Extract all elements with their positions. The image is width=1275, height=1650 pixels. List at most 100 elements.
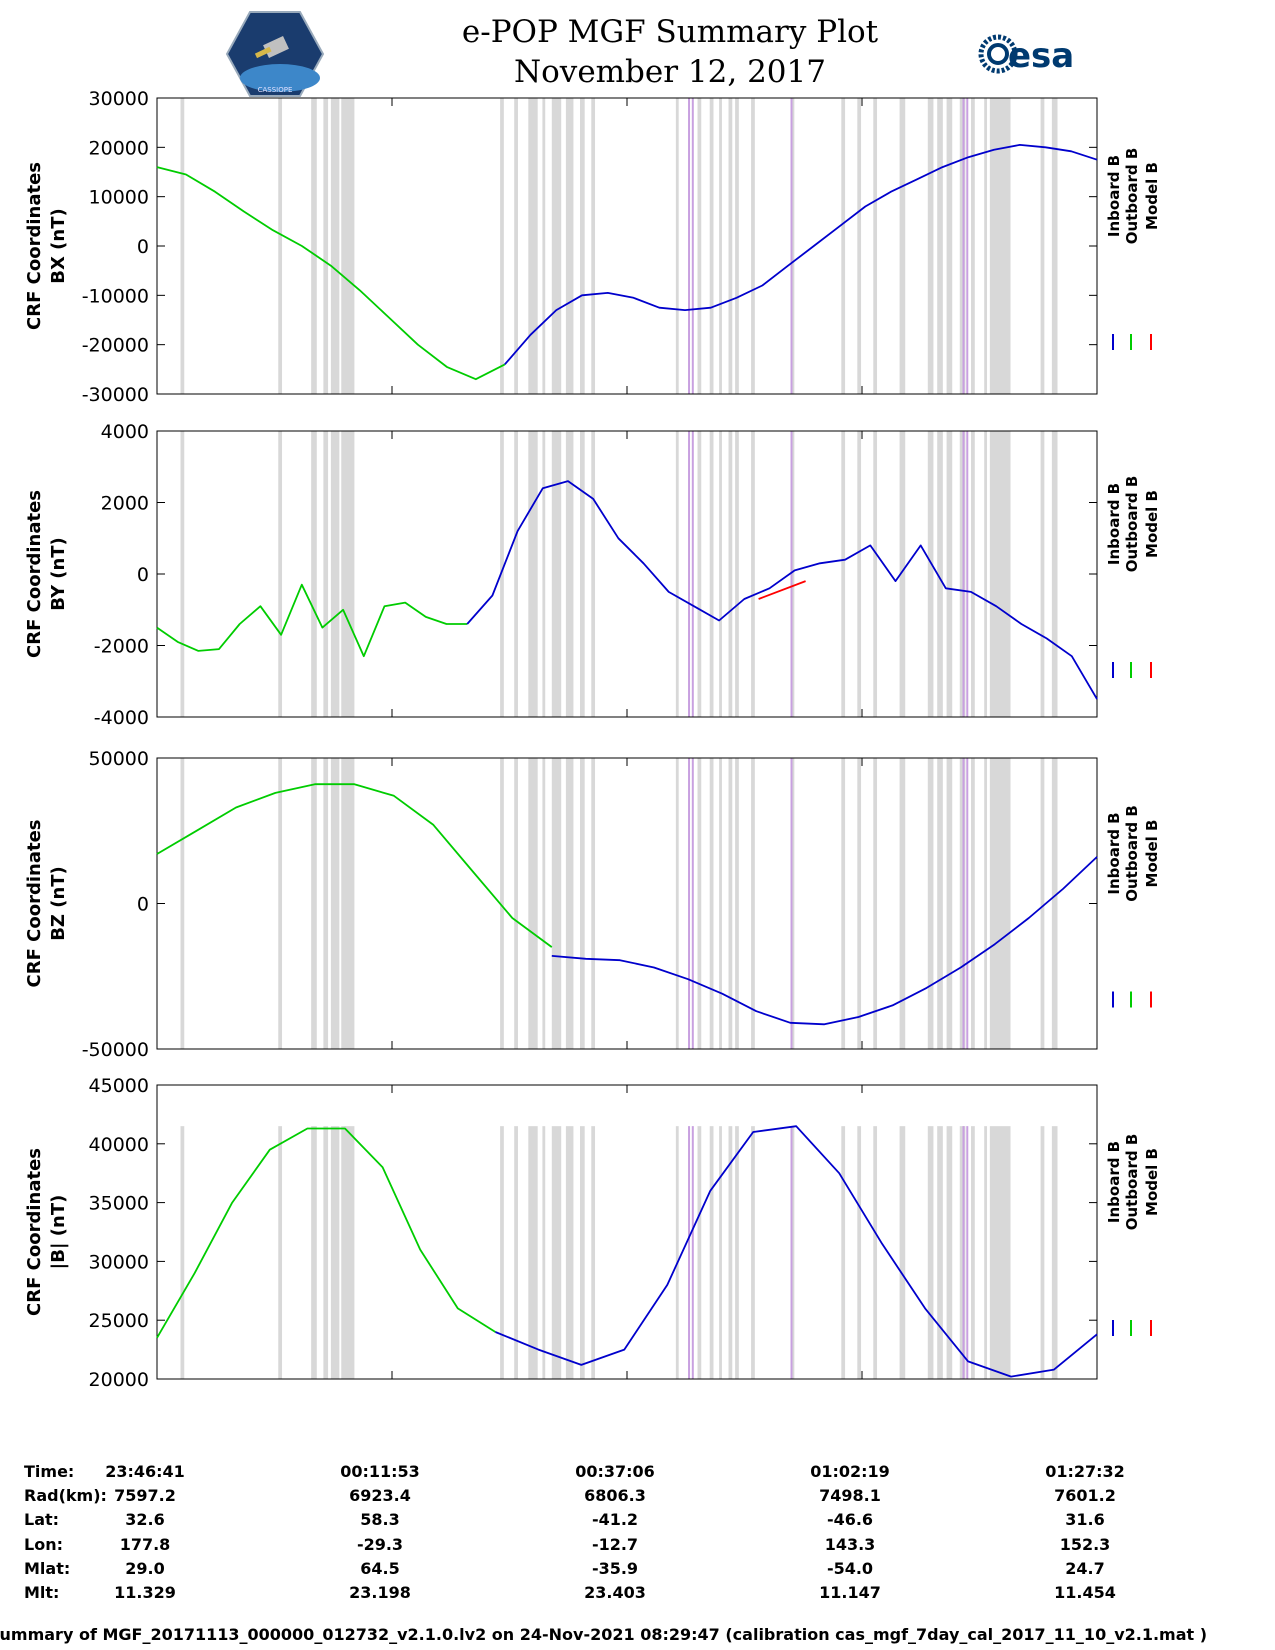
info-cell: 11.147	[819, 1583, 881, 1602]
data-gap-band	[697, 98, 702, 394]
data-gap-band	[937, 1126, 943, 1379]
info-cell: 152.3	[1059, 1534, 1111, 1554]
data-gap-band	[857, 1126, 862, 1379]
data-gap-band	[984, 1126, 988, 1379]
data-gap-band	[565, 431, 574, 717]
data-gap-band	[857, 758, 862, 1049]
y-tick-label: 2000	[101, 493, 149, 515]
data-gap-band	[697, 1126, 702, 1379]
data-gap-band	[697, 431, 702, 717]
y-tick-label: 20000	[89, 137, 149, 159]
data-gap-band	[542, 431, 546, 717]
plot-frame	[156, 97, 1098, 395]
data-gap-band	[311, 758, 317, 1049]
y-tick-label: -20000	[82, 335, 149, 357]
info-row-label: Lat:	[24, 1510, 60, 1530]
footer-caption: Summary of MGF_20171113_000000_012732_v2…	[0, 1625, 1208, 1644]
plot-frame	[156, 1084, 1098, 1380]
data-gap-band	[344, 431, 355, 717]
info-cell: 01:27:32	[1045, 1462, 1125, 1481]
info-cell: 00:37:06	[575, 1462, 655, 1481]
data-gap-band	[719, 98, 722, 394]
data-gap-band	[542, 1126, 546, 1379]
data-gap-band	[841, 758, 846, 1049]
legend-label: Inboard B	[1105, 812, 1123, 894]
legend-label: Inboard B	[1105, 1141, 1123, 1223]
data-gap-band	[709, 431, 714, 717]
data-gap-band	[542, 758, 546, 1049]
data-gap-band	[873, 1126, 878, 1379]
data-gap-band	[675, 431, 679, 717]
panel-1: 30000 20000 10000 0 -10000 -20000 -30000 CRF Co…	[24, 88, 1161, 406]
data-gap-band	[728, 758, 733, 1049]
info-cell: 6923.4	[349, 1486, 411, 1506]
data-gap-band	[989, 431, 1011, 717]
series-outboard-b	[156, 1127, 496, 1339]
info-cell: 23:46:41	[105, 1462, 185, 1481]
y-tick-label: 10000	[89, 187, 149, 209]
info-cell: -41.2	[591, 1510, 639, 1530]
data-gap-band	[514, 431, 518, 717]
data-gap-band	[551, 1126, 562, 1379]
legend-label: Outboard B	[1123, 805, 1141, 902]
data-gap-band	[857, 98, 862, 394]
legend-label: Outboard B	[1123, 148, 1141, 245]
y-tick-label: 50000	[89, 748, 149, 770]
info-row-lon: Lon: 177.8 -29.3 -12.7 143.3 152.3	[0, 1535, 1275, 1559]
data-gap-band	[180, 98, 185, 394]
data-gap-band	[841, 98, 846, 394]
data-gap-band	[857, 431, 862, 717]
info-cell: 7498.1	[819, 1486, 881, 1506]
data-gap-band	[927, 1126, 934, 1379]
data-gap-band	[323, 758, 329, 1049]
data-gap-band	[278, 98, 283, 394]
y-tick-label: 40000	[89, 1134, 149, 1156]
y-tick-label: 4000	[101, 421, 149, 443]
y-tick-label: 30000	[89, 88, 149, 110]
legend-label: Model B	[1143, 820, 1161, 888]
plot-frame	[156, 430, 1098, 718]
info-cell: 24.7	[1065, 1558, 1105, 1578]
data-gap-band	[873, 758, 878, 1049]
y-axis-label: CRF Coordinates |B| (nT)	[24, 1148, 69, 1316]
data-gap-band	[984, 98, 988, 394]
data-gap-band	[565, 98, 574, 394]
info-cell: 11.329	[114, 1583, 176, 1602]
data-gap-band	[580, 431, 585, 717]
data-gap-band	[580, 98, 585, 394]
data-gap-band	[675, 1126, 679, 1379]
data-gap-band	[899, 1126, 906, 1379]
data-gap-band	[180, 758, 185, 1049]
series-outboard-b	[156, 166, 506, 381]
series-outboard-b	[156, 583, 468, 658]
data-gap-band	[675, 758, 679, 1049]
data-gap-band	[591, 431, 596, 717]
data-gap-band	[278, 758, 283, 1049]
data-gap-band	[311, 431, 317, 717]
info-row-mlt: Mlt: 11.329 23.198 23.403 11.147 11.454	[0, 1583, 1275, 1607]
data-gap-band	[873, 431, 878, 717]
data-gap-band	[565, 1126, 574, 1379]
data-gap-band	[514, 1126, 518, 1379]
series-inboard-b	[504, 143, 1098, 365]
y-tick-label: -10000	[82, 285, 149, 307]
legend-label: Model B	[1143, 1148, 1161, 1216]
legend-label: Inboard B	[1105, 483, 1123, 565]
info-row-label: Time:	[24, 1462, 75, 1481]
data-gap-band	[1040, 98, 1045, 394]
chart-date: November 12, 2017	[514, 54, 826, 90]
data-gap-band	[514, 758, 518, 1049]
data-gap-band	[341, 758, 346, 1049]
data-gap-band	[330, 758, 340, 1049]
data-gap-band	[344, 98, 355, 394]
data-gap-band	[719, 1126, 722, 1379]
y-tick-label: 0	[137, 564, 149, 586]
info-row-label: Mlat:	[24, 1558, 71, 1578]
y-tick-label: -30000	[82, 384, 149, 406]
data-gap-band	[927, 431, 934, 717]
y-tick-label: 20000	[89, 1369, 149, 1391]
data-gap-band	[971, 431, 975, 717]
data-gap-band	[719, 431, 722, 717]
data-gap-band	[551, 431, 562, 717]
info-cell: 64.5	[360, 1558, 400, 1578]
